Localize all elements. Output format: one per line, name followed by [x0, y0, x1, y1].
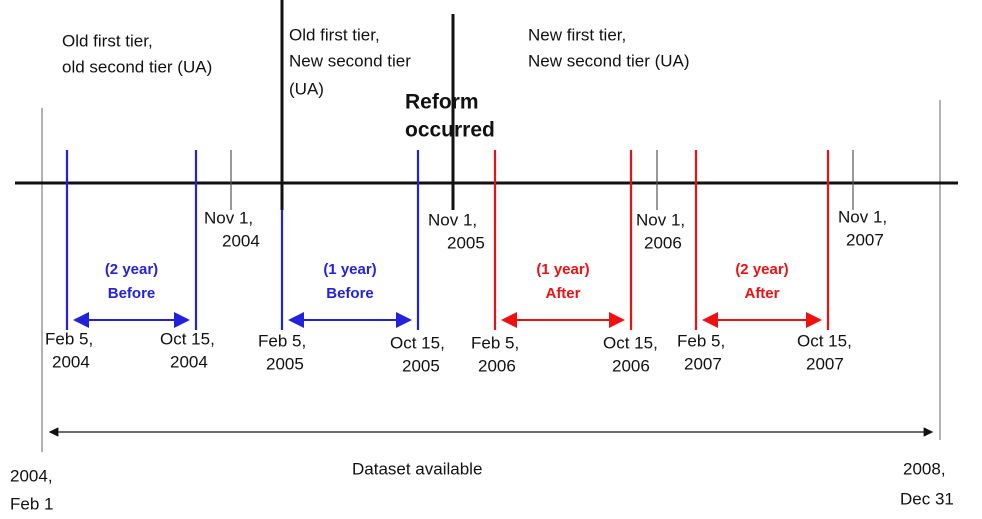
- dataset-end-label: 2008,: [903, 459, 946, 478]
- window-end-date: Oct 15,: [160, 329, 215, 348]
- window-start-date: Feb 5,: [45, 329, 93, 348]
- window-end-date: 2005: [402, 356, 440, 375]
- window-label: (1 year): [536, 261, 589, 278]
- marker-label: Nov 1,: [838, 207, 887, 226]
- region-label: Old first tier,: [62, 31, 153, 50]
- window-end-date: 2006: [612, 356, 650, 375]
- region-label: (UA): [289, 79, 324, 98]
- window-label: (2 year): [735, 261, 788, 278]
- marker-label: 2007: [846, 230, 884, 249]
- window-label: (1 year): [323, 261, 376, 278]
- window-label: Before: [326, 285, 374, 302]
- marker-label: Nov 1,: [428, 210, 477, 229]
- window-label: Before: [108, 285, 156, 302]
- region-label: New second tier (UA): [528, 51, 690, 70]
- region-label: New second tier: [289, 51, 411, 70]
- window-label: After: [744, 285, 779, 302]
- window-end-date: 2004: [170, 352, 208, 371]
- marker-label: 2006: [644, 233, 682, 252]
- region-label: New first tier,: [528, 25, 626, 44]
- reform-label: Reform: [405, 91, 479, 114]
- dataset-end-label: Dec 31: [900, 489, 954, 508]
- window-start-date: 2006: [478, 356, 516, 375]
- marker-label: 2005: [447, 233, 485, 252]
- dataset-start-label: 2004,: [10, 466, 53, 485]
- window-end-date: Oct 15,: [390, 333, 445, 352]
- window-start-date: Feb 5,: [677, 331, 725, 350]
- window-start-date: Feb 5,: [471, 333, 519, 352]
- window-label: After: [545, 285, 580, 302]
- window-start-date: 2004: [52, 352, 90, 371]
- dataset-label: Dataset available: [352, 459, 482, 478]
- window-start-date: 2005: [266, 354, 304, 373]
- region-label: old second tier (UA): [62, 57, 212, 76]
- marker-label: Nov 1,: [636, 210, 685, 229]
- region-label: Old first tier,: [289, 25, 380, 44]
- window-label: (2 year): [105, 261, 158, 278]
- window-end-date: Oct 15,: [797, 331, 852, 350]
- marker-label: 2004: [222, 231, 260, 250]
- window-end-date: Oct 15,: [603, 333, 658, 352]
- window-end-date: 2007: [806, 354, 844, 373]
- dataset-start-label: Feb 1: [10, 494, 53, 513]
- marker-label: Nov 1,: [204, 208, 253, 227]
- window-start-date: Feb 5,: [258, 331, 306, 350]
- window-start-date: 2007: [684, 354, 722, 373]
- reform-label: occurred: [405, 119, 495, 142]
